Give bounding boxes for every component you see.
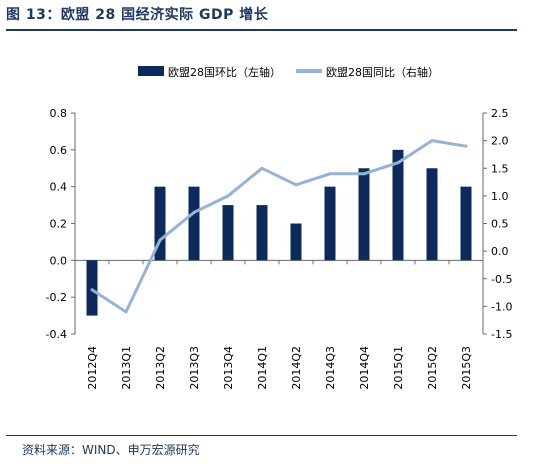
line-point-2013Q1 xyxy=(124,310,128,314)
legend-bar-label: 欧盟28国环比（左轴） xyxy=(168,65,281,79)
source-note: 资料来源：WIND、申万宏源研究 xyxy=(22,443,200,457)
line-series xyxy=(90,139,468,314)
bar-2014Q3 xyxy=(324,186,336,261)
bar-2015Q1 xyxy=(392,149,404,261)
left-axis-tick-label: 0.6 xyxy=(50,144,68,157)
line-point-2015Q2 xyxy=(430,139,434,143)
bar-series xyxy=(86,149,472,316)
right-axis-tick-label: 0.5 xyxy=(491,218,509,231)
bar-2014Q4 xyxy=(358,168,370,261)
x-axis-tick-label: 2013Q3 xyxy=(188,346,201,390)
line-point-2014Q2 xyxy=(294,183,298,187)
yoy-line xyxy=(91,139,467,314)
right-axis-tick-label: 2.5 xyxy=(491,107,509,120)
line-point-2014Q1 xyxy=(260,166,264,170)
chart-axes: -0.4 -0.2 0.0 0.2 0.4 0.6 0.8 -1.5 -1.0 -0.5 0.0 0.… xyxy=(46,107,513,341)
left-axis-tick-label: 0.2 xyxy=(50,218,68,231)
bar-2013Q4 xyxy=(222,205,234,261)
bar-2012Q4 xyxy=(86,260,98,316)
x-axis-tick-label: 2014Q2 xyxy=(290,346,303,390)
chart-title: 图 13：欧盟 28 国经济实际 GDP 增长 xyxy=(6,7,269,23)
right-axis-tick-label: -1.0 xyxy=(491,300,512,313)
left-axis-tick-label: -0.4 xyxy=(46,328,67,341)
x-axis-tick-label: 2013Q4 xyxy=(222,346,235,390)
right-axis-tick-label: -1.5 xyxy=(491,328,512,341)
line-point-2014Q4 xyxy=(362,172,366,176)
legend-bar-swatch xyxy=(138,66,164,76)
x-axis-tick-label: 2014Q1 xyxy=(256,346,269,390)
right-axis-tick-label: 1.5 xyxy=(491,162,509,175)
left-axis-tick-label: 0.0 xyxy=(50,254,68,267)
bar-2013Q3 xyxy=(188,186,200,261)
line-point-2014Q3 xyxy=(328,172,332,176)
left-axis-tick-label: 0.8 xyxy=(50,107,68,120)
line-point-2013Q3 xyxy=(192,210,196,214)
right-axis-tick-label: -0.5 xyxy=(491,273,512,286)
x-axis-tick-label: 2012Q4 xyxy=(86,346,99,390)
bar-2013Q2 xyxy=(154,186,166,261)
legend-line-label: 欧盟28国同比（右轴） xyxy=(326,65,439,79)
bar-2015Q3 xyxy=(460,186,472,261)
footer-divider xyxy=(6,435,517,436)
left-axis-tick-label: -0.2 xyxy=(46,291,67,304)
bar-2014Q2 xyxy=(290,223,302,261)
line-point-2012Q4 xyxy=(90,288,94,292)
bar-2014Q1 xyxy=(256,205,268,261)
x-axis-tick-label: 2014Q4 xyxy=(358,346,371,390)
x-axis-tick-label: 2014Q3 xyxy=(324,346,337,390)
gdp-chart: 欧盟28国环比（左轴） 欧盟28国同比（右轴） -0.4 -0.2 0.0 0.2 0.4… xyxy=(46,65,513,390)
line-point-2015Q1 xyxy=(396,161,400,165)
right-axis-tick-label: 2.0 xyxy=(491,135,509,148)
bar-2015Q2 xyxy=(426,168,438,261)
line-point-2013Q2 xyxy=(158,238,162,242)
x-axis-labels: 2012Q4 2013Q1 2013Q2 2013Q3 2013Q4 2014Q1 2014… xyxy=(86,346,473,390)
x-axis-tick-label: 2013Q2 xyxy=(154,346,167,390)
line-point-2015Q3 xyxy=(464,144,468,148)
right-axis-tick-label: 1.0 xyxy=(491,190,509,203)
x-axis-tick-label: 2015Q1 xyxy=(392,346,405,390)
title-divider xyxy=(6,29,517,31)
right-axis-tick-label: 0.0 xyxy=(491,245,509,258)
left-axis-tick-label: 0.4 xyxy=(50,181,68,194)
x-axis-tick-label: 2015Q3 xyxy=(460,346,473,390)
x-axis-tick-label: 2013Q1 xyxy=(120,346,133,390)
line-point-2013Q4 xyxy=(226,194,230,198)
chart-legend: 欧盟28国环比（左轴） 欧盟28国同比（右轴） xyxy=(138,65,439,79)
x-axis-tick-label: 2015Q2 xyxy=(426,346,439,390)
